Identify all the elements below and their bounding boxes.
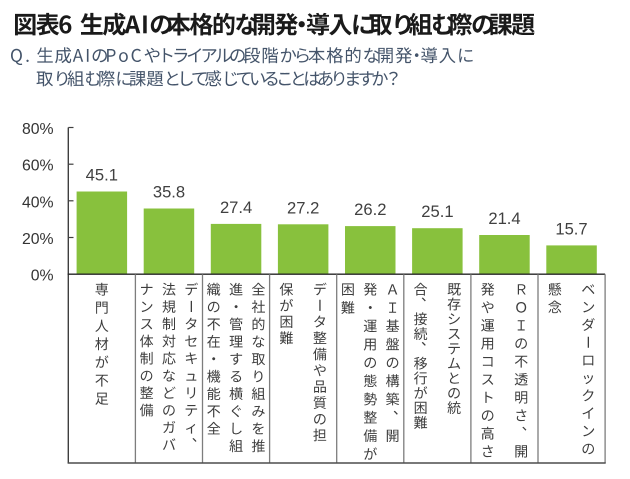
svg-text:60%: 60% xyxy=(22,158,54,175)
svg-text:25.1: 25.1 xyxy=(421,202,453,221)
svg-text:0%: 0% xyxy=(31,268,54,285)
svg-text:40%: 40% xyxy=(22,194,54,211)
svg-text:27.4: 27.4 xyxy=(220,198,252,217)
svg-text:35.8: 35.8 xyxy=(153,183,185,202)
svg-text:15.7: 15.7 xyxy=(555,219,587,238)
svg-text:45.1: 45.1 xyxy=(86,166,118,185)
svg-text:20%: 20% xyxy=(22,231,54,248)
svg-text:21.4: 21.4 xyxy=(488,209,520,228)
svg-text:27.2: 27.2 xyxy=(287,198,319,217)
svg-text:80%: 80% xyxy=(22,121,54,138)
svg-text:26.2: 26.2 xyxy=(354,200,386,219)
